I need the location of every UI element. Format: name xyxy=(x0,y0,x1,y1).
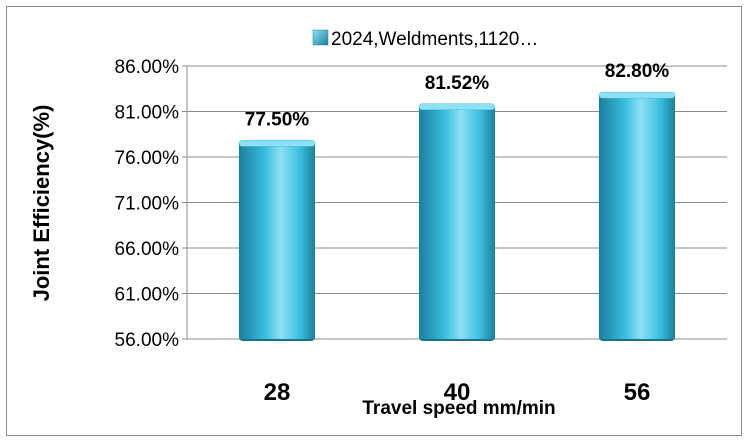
x-tick-label: 40 xyxy=(444,379,471,406)
y-tick-label: 81.00% xyxy=(115,103,180,124)
bar xyxy=(599,95,675,340)
x-axis-title: Travel speed mm/min xyxy=(362,398,555,419)
legend-label: 2024,Weldments,1120… xyxy=(331,29,538,50)
bar-top xyxy=(418,103,496,111)
labels: 56.00% 61.00% 66.00% 71.00% 76.00% 81.00% 86.0… xyxy=(115,57,670,419)
bar xyxy=(419,106,495,339)
bar-chart: 56.00% 61.00% 66.00% 71.00% 76.00% 81.00% 86.0… xyxy=(29,29,727,419)
y-tick-label: 56.00% xyxy=(115,330,180,351)
y-tick-label: 61.00% xyxy=(115,285,180,306)
y-axis-title: Joint Efficiency(%) xyxy=(29,105,54,302)
bars xyxy=(238,91,676,341)
x-tick-label: 56 xyxy=(624,379,651,406)
data-label: 82.80% xyxy=(605,61,670,82)
bar xyxy=(239,143,315,339)
bar-top xyxy=(598,91,676,99)
data-label: 81.52% xyxy=(425,73,490,94)
legend-swatch xyxy=(312,29,329,46)
y-tick-label: 76.00% xyxy=(115,148,180,169)
legend: 2024,Weldments,1120… xyxy=(312,29,538,50)
bar-top xyxy=(238,140,316,147)
chart-frame: 56.00% 61.00% 66.00% 71.00% 76.00% 81.00% 86.0… xyxy=(6,6,742,436)
data-label: 77.50% xyxy=(245,109,310,130)
y-tick-label: 66.00% xyxy=(115,239,180,260)
y-tick-label: 86.00% xyxy=(115,57,180,78)
x-tick-label: 28 xyxy=(264,379,291,406)
y-tick-label: 71.00% xyxy=(115,194,180,215)
